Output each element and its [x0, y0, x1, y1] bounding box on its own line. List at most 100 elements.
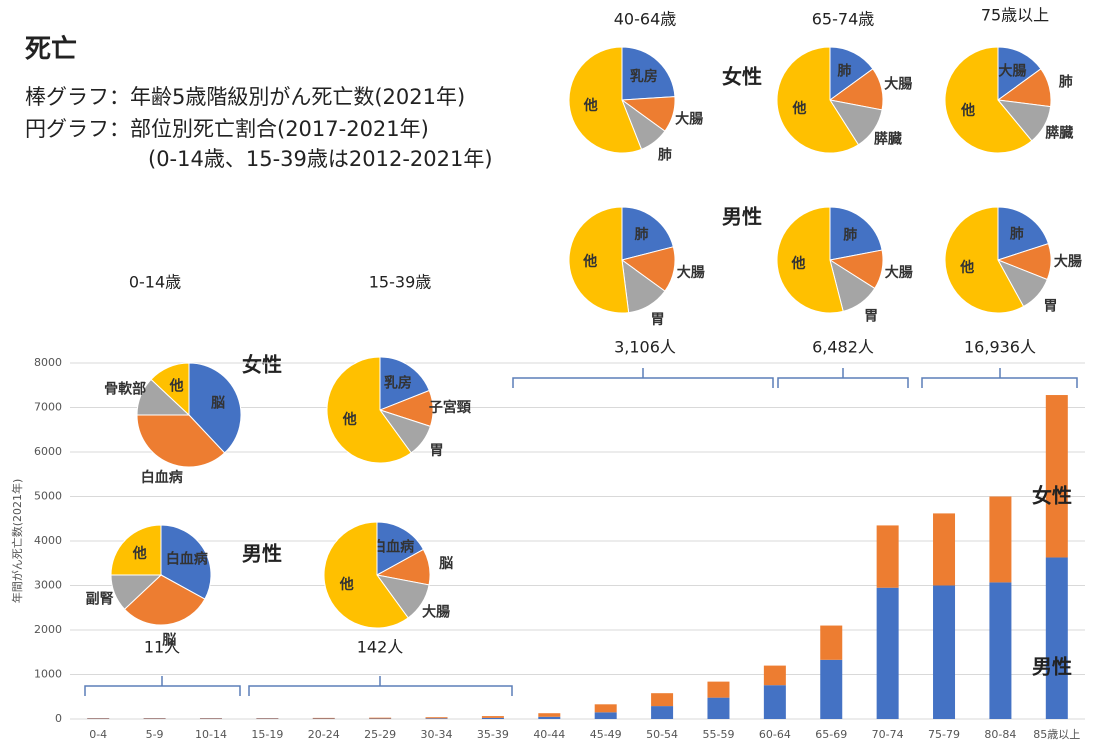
pie-slice: [150, 362, 190, 417]
slice-label: 他: [339, 576, 354, 593]
legend-label: 男性: [1032, 655, 1072, 679]
bar: [876, 525, 899, 588]
pie-slice: [188, 362, 242, 454]
bar: [425, 718, 448, 719]
bar: [651, 706, 674, 719]
slice-label: 乳房: [630, 68, 658, 85]
y-tick-label: 1000: [34, 668, 62, 681]
x-tick-label: 80-84: [984, 728, 1016, 741]
bar: [820, 659, 843, 719]
slice-label: 肺: [634, 227, 648, 243]
sex-label: 男性: [722, 205, 762, 229]
group-title: 75歳以上: [981, 6, 1049, 25]
slice-label: 脳: [162, 631, 176, 648]
pie-slice: [997, 206, 1050, 261]
x-tick-label: 5-9: [146, 728, 164, 741]
slice-label: 大腸: [998, 63, 1026, 80]
slice-label: 他: [790, 255, 805, 272]
page-title: 死亡: [25, 34, 77, 65]
subtitle: (0-14歳、15-39歳は2012-2021年): [148, 147, 493, 171]
slice-label: 膵臓: [1045, 125, 1073, 142]
slice-label: 肺: [843, 227, 857, 243]
slice-label: 肺: [658, 147, 672, 163]
slice-label: 大腸: [1054, 253, 1082, 270]
pie-slice: [323, 521, 409, 629]
death-count: 16,936人: [964, 338, 1036, 357]
bar: [1045, 557, 1068, 719]
slice-label: 乳房: [384, 375, 412, 392]
slice-label: 肺: [1010, 226, 1024, 242]
slice-label: 他: [583, 97, 598, 114]
bar: [538, 716, 561, 719]
slice-label: 脳: [439, 555, 453, 572]
x-tick-label: 25-29: [364, 728, 396, 741]
bracket: [248, 676, 513, 696]
x-tick-label: 0-4: [89, 728, 107, 741]
bar: [763, 665, 786, 686]
pie-slice: [123, 574, 206, 626]
pie-slice: [944, 206, 1025, 314]
bar: [425, 717, 448, 719]
pie-slice: [997, 46, 1042, 101]
slice-label: 肺: [837, 64, 851, 80]
x-tick-label: 65-69: [815, 728, 847, 741]
y-tick-label: 2000: [34, 623, 62, 636]
slice-label: 他: [582, 253, 597, 270]
slice-label: 大腸: [885, 264, 913, 281]
x-tick-label: 70-74: [872, 728, 904, 741]
pie-slice: [160, 524, 212, 600]
y-tick-label: 4000: [34, 534, 62, 547]
bar: [481, 717, 504, 719]
slice-label: 胃: [864, 309, 878, 325]
pie-slice: [776, 206, 844, 314]
x-tick-label: 75-79: [928, 728, 960, 741]
y-tick-label: 0: [55, 712, 62, 725]
bar: [369, 717, 392, 719]
bar: [989, 582, 1012, 719]
slice-label: 他: [959, 259, 974, 276]
death-count: 11人: [144, 638, 180, 657]
y-axis-label: 年間がん死亡数(2021年): [10, 479, 24, 604]
bar: [933, 585, 956, 719]
y-tick-label: 6000: [34, 445, 62, 458]
x-tick-label: 85歳以上: [1033, 728, 1080, 741]
bar: [312, 717, 335, 719]
x-tick-label: 20-24: [308, 728, 340, 741]
death-count: 6,482人: [812, 338, 874, 357]
slice-label: 副腎: [86, 591, 114, 607]
x-tick-label: 15-19: [251, 728, 283, 741]
pie-slice: [326, 356, 412, 464]
slice-label: 脳: [211, 395, 225, 412]
x-tick-label: 55-59: [702, 728, 734, 741]
slice-label: 他: [342, 411, 357, 428]
pie-slice: [944, 46, 1033, 154]
slice-label: 子宮頸: [429, 399, 472, 416]
bracket: [84, 676, 241, 696]
bar: [876, 587, 899, 719]
slice-label: 胃: [1043, 298, 1057, 314]
x-tick-label: 40-44: [533, 728, 565, 741]
pie-slice: [776, 46, 860, 154]
group-title: 40-64歳: [614, 10, 677, 29]
death-count: 142人: [357, 638, 404, 657]
sex-label: 女性: [242, 353, 282, 377]
pie-slice: [136, 414, 226, 468]
y-tick-label: 7000: [34, 401, 62, 414]
bar: [989, 496, 1012, 583]
sex-label: 男性: [242, 542, 282, 566]
bar: [933, 513, 956, 586]
pie-slice: [568, 46, 643, 154]
pie-slice: [379, 356, 430, 411]
x-tick-label: 60-64: [759, 728, 791, 741]
x-tick-label: 45-49: [590, 728, 622, 741]
bar: [538, 713, 561, 717]
bar: [594, 712, 617, 719]
sex-label: 女性: [722, 65, 762, 89]
slice-label: 他: [791, 100, 806, 117]
x-tick-label: 10-14: [195, 728, 227, 741]
slice-label: 胃: [651, 312, 665, 328]
slice-label: 骨軟部: [104, 381, 146, 398]
pie-slice: [376, 521, 425, 576]
bar: [763, 685, 786, 719]
bracket: [777, 368, 909, 388]
